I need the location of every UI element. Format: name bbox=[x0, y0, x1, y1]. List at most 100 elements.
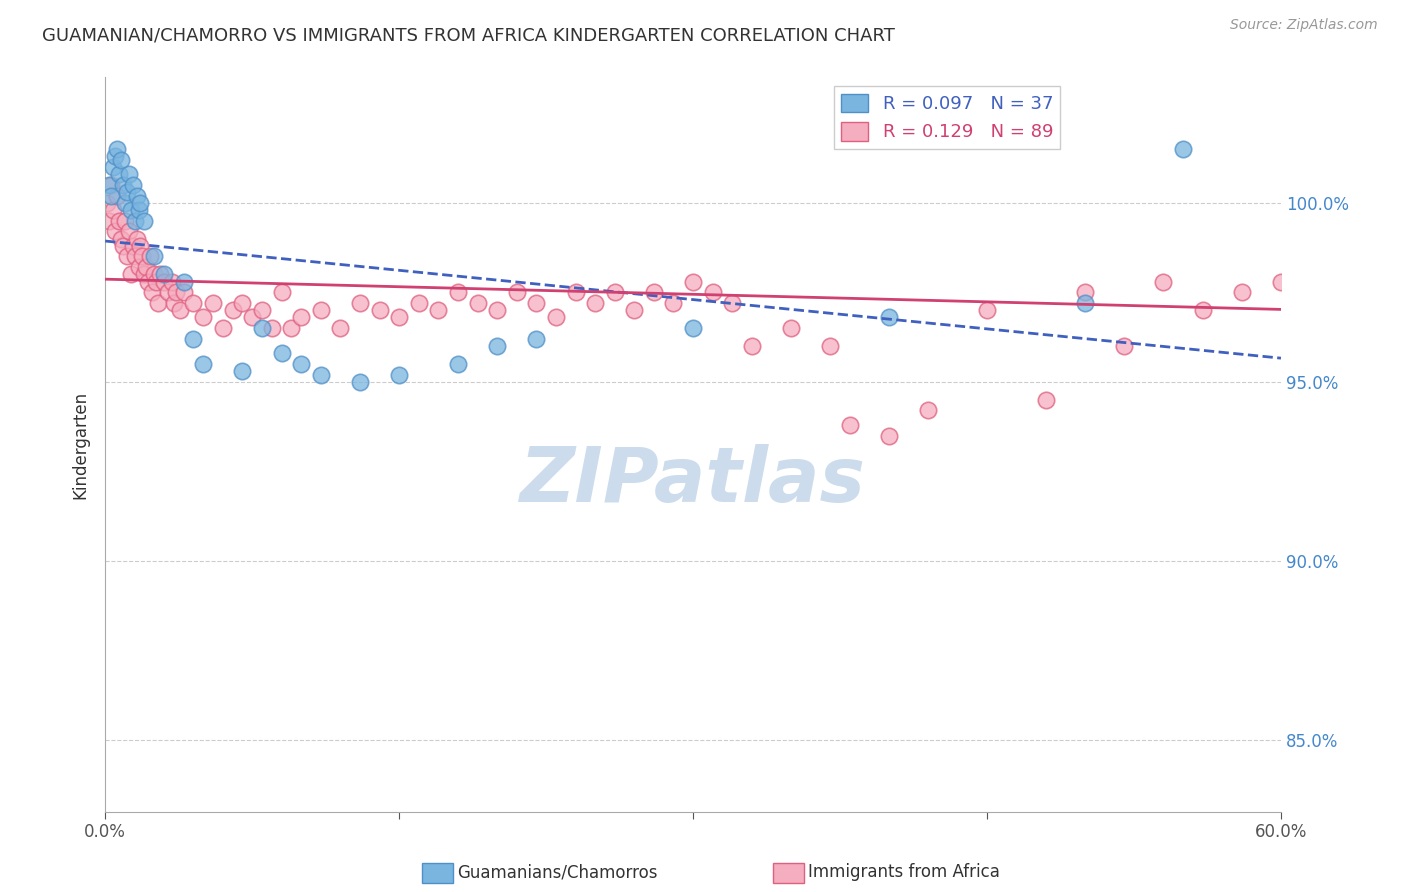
Point bbox=[270, 346, 292, 360]
Point bbox=[662, 296, 685, 310]
Point bbox=[134, 268, 156, 282]
Point bbox=[114, 195, 136, 210]
Point bbox=[143, 268, 166, 282]
Point bbox=[388, 310, 411, 325]
Point bbox=[270, 285, 292, 300]
Point bbox=[165, 285, 187, 300]
Point bbox=[702, 285, 724, 300]
Point bbox=[183, 332, 205, 346]
Point bbox=[149, 268, 172, 282]
Point bbox=[136, 275, 159, 289]
Point bbox=[280, 321, 302, 335]
Point bbox=[1191, 303, 1213, 318]
Point bbox=[143, 250, 166, 264]
Point bbox=[917, 403, 939, 417]
Point bbox=[211, 321, 233, 335]
Point bbox=[183, 296, 205, 310]
Point bbox=[643, 285, 665, 300]
Text: Guamanians/Chamorros: Guamanians/Chamorros bbox=[457, 863, 658, 881]
Point bbox=[250, 321, 273, 335]
Point bbox=[110, 231, 132, 245]
Text: Source: ZipAtlas.com: Source: ZipAtlas.com bbox=[1230, 18, 1378, 32]
Point bbox=[129, 238, 152, 252]
Point bbox=[101, 202, 124, 217]
Point bbox=[135, 260, 157, 275]
Point bbox=[1368, 250, 1391, 264]
Point bbox=[124, 213, 146, 227]
Point bbox=[124, 250, 146, 264]
Point bbox=[309, 303, 332, 318]
Point bbox=[231, 296, 253, 310]
Point bbox=[101, 160, 124, 174]
Point bbox=[173, 275, 195, 289]
Point bbox=[682, 275, 704, 289]
Point bbox=[98, 213, 121, 227]
Point bbox=[108, 213, 131, 227]
Point bbox=[193, 357, 215, 371]
Point bbox=[290, 310, 312, 325]
Point bbox=[877, 310, 900, 325]
Point bbox=[231, 364, 253, 378]
Point bbox=[201, 296, 224, 310]
Point bbox=[583, 296, 606, 310]
Point bbox=[1074, 296, 1097, 310]
Point bbox=[682, 321, 704, 335]
Point bbox=[1309, 260, 1331, 275]
Point bbox=[128, 202, 150, 217]
Point bbox=[349, 375, 371, 389]
Point bbox=[169, 303, 191, 318]
Point bbox=[153, 268, 176, 282]
Point bbox=[447, 357, 470, 371]
Point bbox=[603, 285, 626, 300]
Point bbox=[309, 368, 332, 382]
Text: ZIPatlas: ZIPatlas bbox=[520, 444, 866, 518]
Point bbox=[467, 296, 489, 310]
Point bbox=[260, 321, 283, 335]
Point bbox=[173, 285, 195, 300]
Point bbox=[153, 275, 176, 289]
Point bbox=[486, 303, 509, 318]
Point bbox=[110, 153, 132, 167]
Point bbox=[121, 178, 143, 192]
Point bbox=[96, 195, 118, 210]
Point bbox=[544, 310, 567, 325]
Point bbox=[193, 310, 215, 325]
Point bbox=[108, 167, 131, 181]
Point bbox=[115, 250, 138, 264]
Text: Immigrants from Africa: Immigrants from Africa bbox=[808, 863, 1000, 881]
Point bbox=[131, 250, 153, 264]
Point bbox=[427, 303, 450, 318]
Point bbox=[118, 224, 141, 238]
Point bbox=[388, 368, 411, 382]
Point bbox=[1270, 275, 1292, 289]
Point bbox=[877, 428, 900, 442]
Text: GUAMANIAN/CHAMORRO VS IMMIGRANTS FROM AFRICA KINDERGARTEN CORRELATION CHART: GUAMANIAN/CHAMORRO VS IMMIGRANTS FROM AF… bbox=[42, 27, 896, 45]
Point bbox=[838, 417, 860, 432]
Point bbox=[128, 260, 150, 275]
Point bbox=[104, 149, 127, 163]
Point bbox=[1171, 142, 1194, 156]
Point bbox=[524, 296, 547, 310]
Point bbox=[506, 285, 529, 300]
Point bbox=[1152, 275, 1174, 289]
Point bbox=[329, 321, 352, 335]
Point bbox=[780, 321, 803, 335]
Point bbox=[114, 213, 136, 227]
Point bbox=[105, 142, 128, 156]
Point bbox=[240, 310, 263, 325]
Legend: R = 0.097   N = 37, R = 0.129   N = 89: R = 0.097 N = 37, R = 0.129 N = 89 bbox=[834, 87, 1060, 149]
Point bbox=[134, 213, 156, 227]
Point bbox=[104, 224, 127, 238]
Point bbox=[486, 339, 509, 353]
Point bbox=[290, 357, 312, 371]
Point bbox=[111, 238, 134, 252]
Point bbox=[160, 275, 183, 289]
Point bbox=[976, 303, 998, 318]
Point bbox=[139, 250, 162, 264]
Point bbox=[111, 178, 134, 192]
Point bbox=[1074, 285, 1097, 300]
Point bbox=[98, 178, 121, 192]
Point bbox=[100, 178, 122, 192]
Point bbox=[120, 202, 142, 217]
Point bbox=[1035, 392, 1057, 407]
